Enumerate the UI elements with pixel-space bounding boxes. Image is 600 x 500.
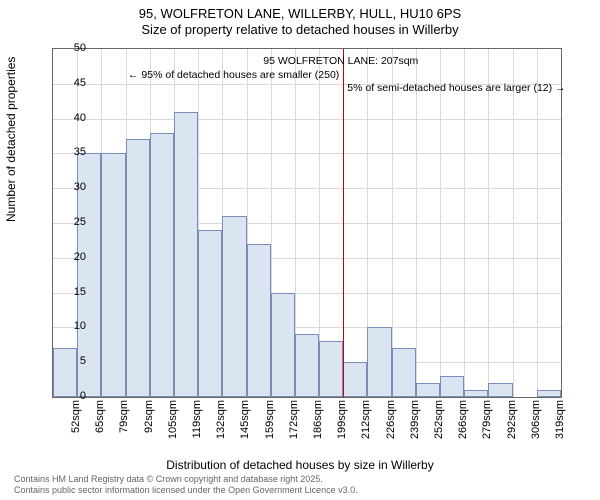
- x-tick-label: 306sqm: [530, 400, 542, 450]
- marker-annot-right: 5% of semi-detached houses are larger (1…: [347, 82, 565, 95]
- gridline-v: [392, 49, 393, 397]
- plot-area: 95 WOLFRETON LANE: 207sqm← 95% of detach…: [52, 48, 562, 398]
- y-tick-label: 45: [56, 77, 86, 89]
- marker-line: [343, 49, 344, 397]
- x-tick-label: 239sqm: [409, 400, 421, 450]
- x-tick-label: 319sqm: [554, 400, 566, 450]
- y-axis-label: Number of detached properties: [4, 57, 18, 222]
- histogram-bar: [343, 362, 367, 397]
- histogram-bar: [271, 293, 295, 397]
- gridline-v: [416, 49, 417, 397]
- y-tick-label: 10: [56, 320, 86, 332]
- histogram-bar: [198, 230, 222, 397]
- histogram-bar: [319, 341, 343, 397]
- title-line-1: 95, WOLFRETON LANE, WILLERBY, HULL, HU10…: [0, 6, 600, 22]
- gridline-v: [464, 49, 465, 397]
- histogram-bar: [440, 376, 464, 397]
- histogram-bar: [126, 139, 150, 397]
- x-tick-label: 92sqm: [143, 400, 155, 450]
- histogram-bar: [488, 383, 512, 397]
- gridline-h: [53, 119, 561, 120]
- gridline-v: [537, 49, 538, 397]
- x-tick-label: 145sqm: [239, 400, 251, 450]
- gridline-v: [488, 49, 489, 397]
- x-tick-label: 119sqm: [191, 400, 203, 450]
- y-tick-label: 5: [56, 355, 86, 367]
- footer-attribution: Contains HM Land Registry data © Crown c…: [14, 474, 358, 496]
- x-tick-label: 172sqm: [288, 400, 300, 450]
- x-tick-label: 186sqm: [312, 400, 324, 450]
- y-tick-label: 40: [56, 112, 86, 124]
- histogram-bar: [367, 327, 391, 397]
- x-tick-label: 65sqm: [94, 400, 106, 450]
- histogram-bar: [392, 348, 416, 397]
- x-tick-label: 212sqm: [360, 400, 372, 450]
- histogram-bar: [416, 383, 440, 397]
- title-line-2: Size of property relative to detached ho…: [0, 22, 600, 38]
- y-tick-label: 15: [56, 286, 86, 298]
- y-tick-label: 20: [56, 251, 86, 263]
- chart-container: 95, WOLFRETON LANE, WILLERBY, HULL, HU10…: [0, 0, 600, 500]
- histogram-bar: [174, 112, 198, 397]
- footer-line-1: Contains HM Land Registry data © Crown c…: [14, 474, 358, 485]
- title-block: 95, WOLFRETON LANE, WILLERBY, HULL, HU10…: [0, 0, 600, 39]
- x-tick-label: 199sqm: [336, 400, 348, 450]
- x-tick-label: 292sqm: [506, 400, 518, 450]
- histogram-bar: [150, 133, 174, 397]
- x-tick-label: 159sqm: [264, 400, 276, 450]
- footer-line-2: Contains public sector information licen…: [14, 485, 358, 496]
- gridline-v: [440, 49, 441, 397]
- histogram-bar: [537, 390, 561, 397]
- histogram-bar: [222, 216, 246, 397]
- y-tick-label: 35: [56, 146, 86, 158]
- x-axis-label: Distribution of detached houses by size …: [0, 458, 600, 472]
- x-tick-label: 266sqm: [457, 400, 469, 450]
- histogram-bar: [295, 334, 319, 397]
- x-tick-label: 252sqm: [433, 400, 445, 450]
- x-tick-label: 105sqm: [167, 400, 179, 450]
- x-tick-label: 279sqm: [481, 400, 493, 450]
- y-tick-label: 25: [56, 216, 86, 228]
- histogram-bar: [464, 390, 488, 397]
- x-tick-label: 132sqm: [215, 400, 227, 450]
- marker-annot-title: 95 WOLFRETON LANE: 207sqm: [263, 55, 418, 68]
- x-tick-label: 79sqm: [118, 400, 130, 450]
- y-tick-label: 30: [56, 181, 86, 193]
- x-tick-label: 52sqm: [70, 400, 82, 450]
- marker-annot-left: ← 95% of detached houses are smaller (25…: [128, 69, 339, 82]
- gridline-v: [513, 49, 514, 397]
- x-tick-label: 226sqm: [385, 400, 397, 450]
- histogram-bar: [247, 244, 271, 397]
- y-tick-label: 50: [56, 42, 86, 54]
- histogram-bar: [101, 153, 125, 397]
